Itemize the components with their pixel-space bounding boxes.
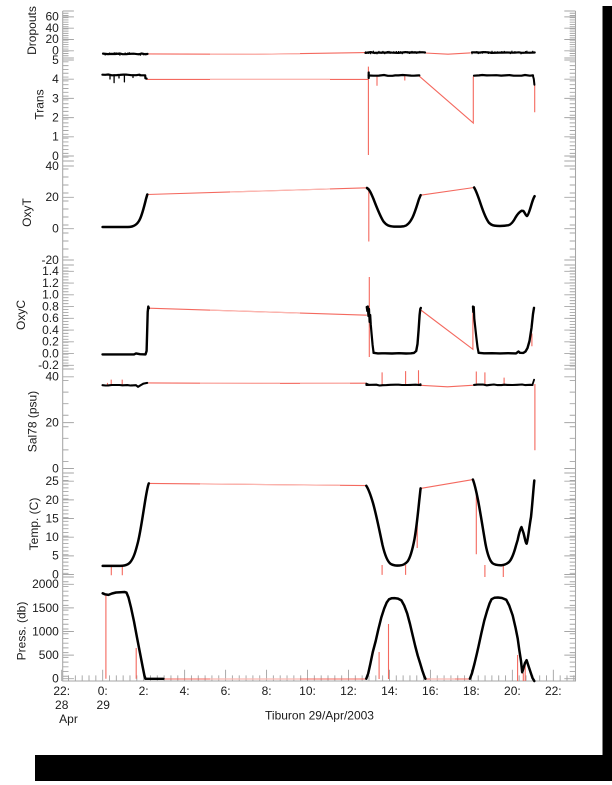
svg-text:-20: -20 — [41, 253, 59, 267]
svg-text:40: 40 — [45, 21, 59, 35]
svg-text:5: 5 — [52, 53, 59, 67]
svg-text:Temp. (C): Temp. (C) — [27, 498, 41, 551]
svg-text:500: 500 — [39, 648, 59, 662]
svg-text:0: 0 — [52, 222, 59, 236]
svg-text:4: 4 — [52, 72, 59, 86]
svg-text:1: 1 — [52, 130, 59, 144]
svg-text:1.4: 1.4 — [42, 264, 59, 278]
svg-text:Tiburon 29/Apr/2003: Tiburon 29/Apr/2003 — [265, 708, 374, 722]
svg-text:12:: 12: — [340, 684, 357, 698]
svg-text:18:: 18: — [463, 684, 480, 698]
svg-text:0.8: 0.8 — [42, 299, 59, 313]
svg-text:10: 10 — [45, 530, 59, 544]
svg-text:0: 0 — [52, 149, 59, 163]
svg-text:1.2: 1.2 — [42, 276, 59, 290]
svg-text:Sal78 (psu): Sal78 (psu) — [26, 391, 40, 452]
svg-text:15: 15 — [45, 511, 59, 525]
svg-text:25: 25 — [45, 474, 59, 488]
svg-text:Dropouts: Dropouts — [25, 6, 39, 55]
svg-text:40: 40 — [45, 370, 59, 384]
svg-text:2:: 2: — [139, 684, 149, 698]
svg-text:20: 20 — [45, 190, 59, 204]
svg-text:0: 0 — [52, 567, 59, 581]
svg-text:40: 40 — [45, 159, 59, 173]
svg-text:60: 60 — [45, 10, 59, 24]
svg-text:0: 0 — [52, 461, 59, 475]
svg-text:22:: 22: — [545, 684, 562, 698]
svg-text:1000: 1000 — [32, 624, 59, 638]
svg-text:29: 29 — [97, 698, 111, 712]
svg-text:20:: 20: — [504, 684, 521, 698]
svg-text:5: 5 — [52, 549, 59, 563]
svg-text:2000: 2000 — [32, 577, 59, 591]
svg-text:0:: 0: — [98, 684, 108, 698]
svg-text:8:: 8: — [262, 684, 272, 698]
svg-text:3: 3 — [52, 91, 59, 105]
svg-text:16:: 16: — [422, 684, 439, 698]
svg-text:20: 20 — [45, 493, 59, 507]
svg-text:0.6: 0.6 — [42, 311, 59, 325]
svg-text:0.4: 0.4 — [42, 323, 59, 337]
svg-text:2: 2 — [52, 111, 59, 125]
svg-text:Press. (db): Press. (db) — [15, 602, 29, 661]
svg-text:0: 0 — [52, 672, 59, 686]
svg-text:20: 20 — [45, 32, 59, 46]
svg-text:0: 0 — [52, 43, 59, 57]
svg-text:OxyC: OxyC — [14, 300, 28, 330]
svg-text:20: 20 — [45, 416, 59, 430]
svg-text:6:: 6: — [221, 684, 231, 698]
svg-text:Apr: Apr — [59, 712, 78, 726]
svg-text:0.0: 0.0 — [42, 346, 59, 360]
svg-text:14:: 14: — [381, 684, 398, 698]
svg-text:OxyT: OxyT — [20, 198, 34, 227]
svg-text:-0.2: -0.2 — [38, 358, 59, 372]
svg-text:4:: 4: — [180, 684, 190, 698]
svg-text:1.0: 1.0 — [42, 288, 59, 302]
svg-text:0.2: 0.2 — [42, 335, 59, 349]
svg-text:22:: 22: — [53, 684, 70, 698]
svg-text:1500: 1500 — [32, 601, 59, 615]
svg-text:Trans: Trans — [33, 89, 47, 119]
svg-text:10:: 10: — [299, 684, 316, 698]
svg-text:28: 28 — [55, 698, 69, 712]
